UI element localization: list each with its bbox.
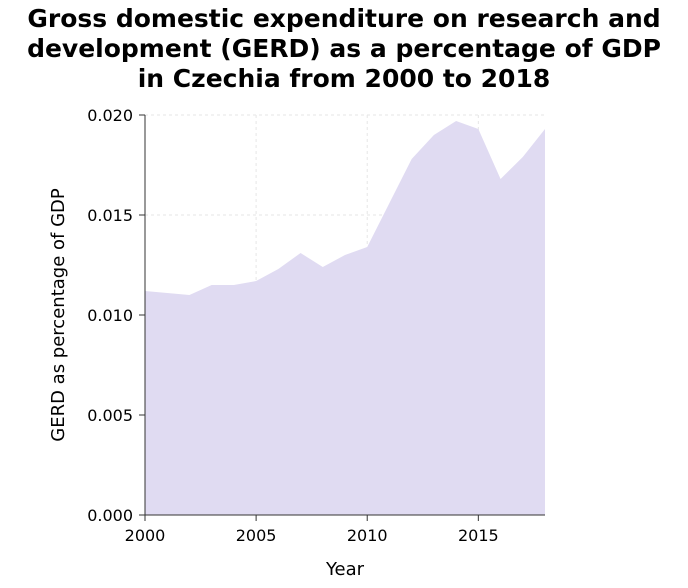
- x-tick-label: 2000: [125, 526, 166, 545]
- y-ticks: 0.000 0.005 0.010 0.015 0.020: [87, 106, 145, 525]
- x-ticks: 2000 2005 2010 2015: [125, 515, 499, 545]
- x-tick-label: 2015: [458, 526, 499, 545]
- y-tick-label: 0.005: [87, 406, 133, 425]
- y-tick-label: 0.010: [87, 306, 133, 325]
- x-axis-label: Year: [325, 559, 365, 580]
- y-tick-label: 0.000: [87, 506, 133, 525]
- area-fill: [145, 121, 545, 515]
- y-tick-label: 0.020: [87, 106, 133, 125]
- x-tick-label: 2010: [347, 526, 388, 545]
- chart-title: Gross domestic expenditure on research a…: [27, 4, 661, 93]
- y-axis-label: GERD as percentage of GDP: [48, 188, 69, 442]
- area-series: [145, 121, 545, 515]
- y-tick-label: 0.015: [87, 206, 133, 225]
- x-tick-label: 2005: [236, 526, 277, 545]
